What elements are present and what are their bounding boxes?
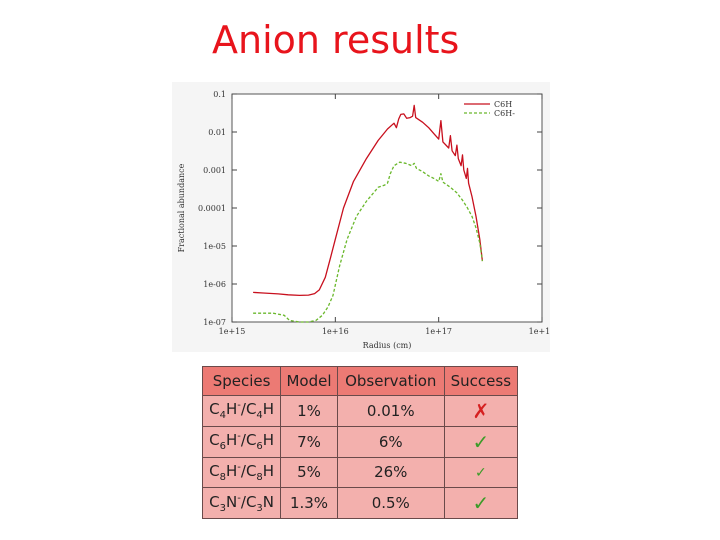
- y-tick-label: 0.01: [208, 128, 226, 137]
- y-tick-label: 0.0001: [198, 204, 226, 213]
- legend-label: C6H: [494, 100, 512, 109]
- abundance-chart: 0.1 0.01 0.001 0.0001 1e-05 1e-06 1e-07 1e+15 1e…: [172, 82, 550, 352]
- table-row: C8H-/C8H 5% 26% ✓: [201, 456, 519, 489]
- series-line-c6h-anion: [253, 161, 484, 323]
- model-cell: 1%: [280, 395, 338, 427]
- species-cell: C4H-/C4H: [201, 395, 282, 427]
- plot-area: [231, 93, 543, 323]
- check-icon: ✓: [472, 429, 490, 454]
- species-cell: C8H-/C8H: [201, 456, 282, 489]
- observation-cell: 0.5%: [336, 487, 445, 519]
- table-row: C4H-/C4H 1% 0.01% ✗: [201, 395, 519, 427]
- y-tick-label: 0.001: [203, 166, 226, 175]
- header-species: Species: [201, 366, 282, 396]
- y-tick-label: 1e-07: [203, 318, 226, 327]
- success-cell: ✓: [443, 456, 519, 489]
- observation-cell: 0.01%: [336, 395, 445, 427]
- cross-icon: ✗: [472, 398, 490, 423]
- series-line-c6h: [253, 104, 484, 297]
- legend-label: C6H-: [494, 109, 515, 118]
- y-tick-label: 0.1: [213, 90, 226, 99]
- results-table: Species Model Observation Success C4H-/C…: [201, 366, 519, 519]
- table-row: C6H-/C6H 7% 6% ✓: [201, 425, 519, 458]
- x-tick-label: 1e+18: [529, 327, 550, 336]
- model-cell: 1.3%: [280, 487, 338, 519]
- header-observation: Observation: [336, 366, 445, 396]
- x-axis-label: Radius (cm): [363, 341, 412, 350]
- x-tick-label: 1e+15: [219, 327, 246, 336]
- y-axis-label: Fractional abundance: [177, 163, 186, 252]
- success-cell: ✓: [443, 425, 519, 458]
- species-cell: C6H-/C6H: [201, 425, 282, 458]
- success-cell: ✓: [443, 487, 519, 519]
- table-row: C3N-/C3N 1.3% 0.5% ✓: [201, 487, 519, 519]
- header-success: Success: [443, 366, 519, 396]
- y-tick-label: 1e-05: [203, 242, 226, 251]
- x-tick-label: 1e+17: [425, 327, 452, 336]
- x-tick-label: 1e+16: [322, 327, 349, 336]
- check-icon: ✓: [474, 465, 487, 482]
- results-header-row: Species Model Observation Success: [201, 366, 519, 396]
- model-cell: 5%: [280, 456, 338, 489]
- page-title: Anion results: [212, 18, 460, 62]
- success-cell: ✗: [443, 395, 519, 427]
- observation-cell: 26%: [336, 456, 445, 489]
- species-cell: C3N-/C3N: [201, 487, 282, 519]
- model-cell: 7%: [280, 425, 338, 458]
- observation-cell: 6%: [336, 425, 445, 458]
- header-model: Model: [280, 366, 338, 396]
- y-tick-label: 1e-06: [203, 280, 226, 289]
- check-icon: ✓: [472, 491, 490, 516]
